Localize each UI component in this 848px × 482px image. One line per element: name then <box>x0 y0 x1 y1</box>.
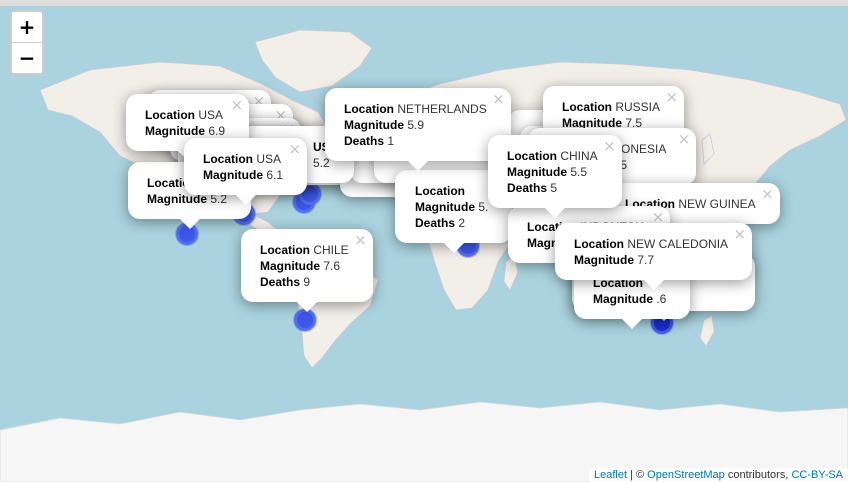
greenland <box>254 29 373 93</box>
popup-close-button[interactable]: × <box>492 90 505 108</box>
map-popup-chile[interactable]: × Location CHILE Magnitude 7.6 Deaths 9 <box>241 229 373 312</box>
map-popup-china[interactable]: × Location CHINA Magnitude 5.5 Deaths 5 <box>488 135 622 218</box>
map-attribution: Leaflet | © OpenStreetMap contributors, … <box>588 468 848 482</box>
japan <box>701 133 715 165</box>
zoom-out-button[interactable]: − <box>18 46 36 70</box>
earthquake-marker[interactable] <box>294 309 316 331</box>
zoom-control: + − <box>10 10 44 75</box>
popup-close-button[interactable]: × <box>651 208 665 226</box>
attribution-contributors: contributors, <box>724 469 792 481</box>
popup-close-button[interactable]: × <box>354 231 367 249</box>
license-link[interactable]: CC-BY-SA <box>791 469 843 481</box>
popup-close-button[interactable]: × <box>665 88 679 106</box>
antarctica <box>0 401 848 482</box>
popup-close-button[interactable]: × <box>733 225 747 243</box>
popup-close-button[interactable]: × <box>230 96 244 114</box>
popup-close-button[interactable]: × <box>677 130 691 148</box>
attribution-separator: | © <box>627 469 648 481</box>
map-popup-new-caledonia[interactable]: × Location NEW CALEDONIA Magnitude 7.7 <box>555 223 753 290</box>
new-zealand <box>699 315 715 347</box>
zoom-in-button[interactable]: + <box>12 12 42 43</box>
popup-close-button[interactable]: × <box>288 140 302 158</box>
leaflet-link[interactable]: Leaflet <box>593 469 627 481</box>
map-popup-netherlands[interactable]: × Location NETHERLANDS Magnitude 5.9 Dea… <box>325 88 511 171</box>
map-top-border <box>0 0 848 6</box>
popup-close-button[interactable]: × <box>603 137 616 155</box>
popup-close-button[interactable]: × <box>761 185 774 203</box>
openstreetmap-link[interactable]: OpenStreetMap <box>647 469 725 481</box>
map-popup-usa-6-1[interactable]: × Location USA Magnitude 6.1 <box>184 138 308 205</box>
